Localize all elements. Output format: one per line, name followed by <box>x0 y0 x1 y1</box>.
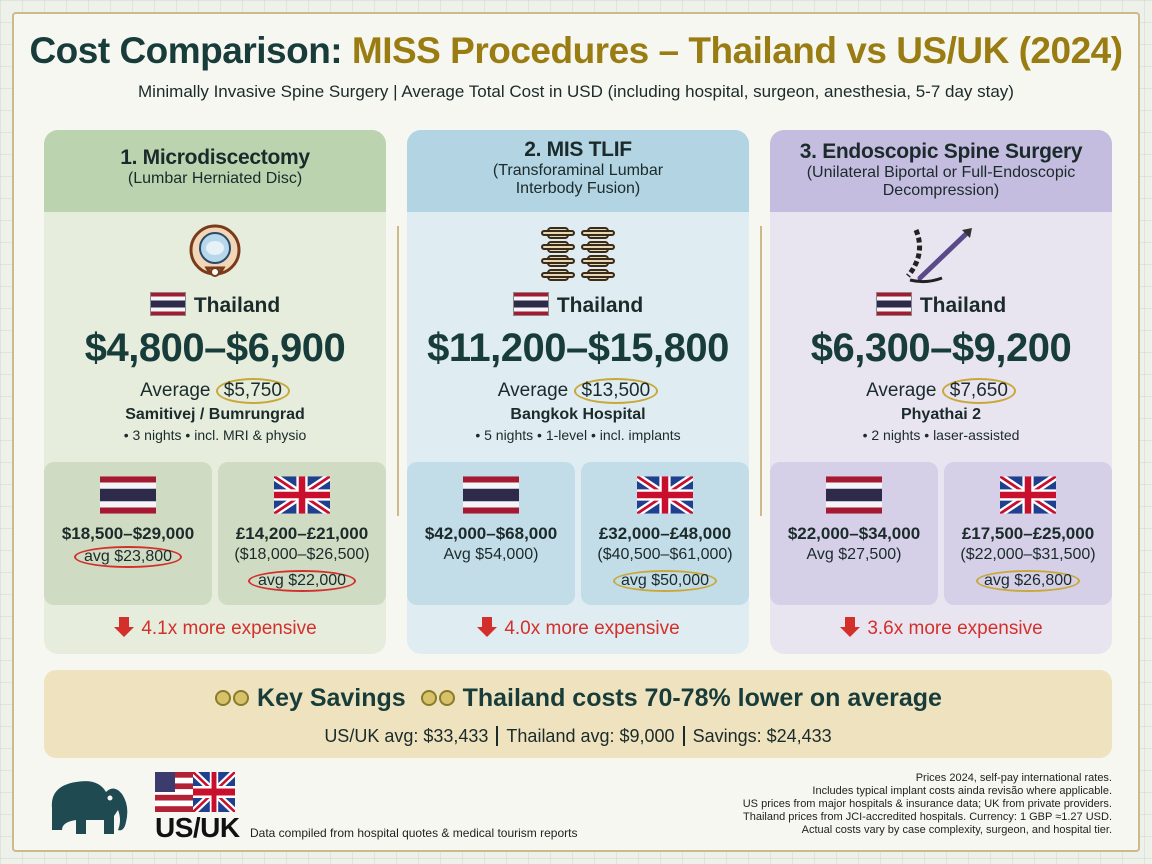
card-subtitle: (Lumbar Herniated Disc) <box>127 170 303 187</box>
uk-usd-range: ($22,000–$31,500) <box>960 546 1096 563</box>
card-header: 2. MIS TLIF (Transforaminal Lumbar Inter… <box>407 130 749 212</box>
uk-avg: avg $22,000 <box>218 570 386 592</box>
us-avg: avg $23,800 <box>44 546 212 568</box>
elephant-icon <box>51 781 128 834</box>
us-cost-box: $18,500–$29,000 avg $23,800 <box>44 462 212 605</box>
hospital-name: Samitivej / Bumrungrad <box>125 406 305 423</box>
coin-icon <box>438 690 455 706</box>
uk-avg: avg $50,000 <box>581 570 749 592</box>
footnote: Thailand prices from JCI-accredited hosp… <box>743 811 1112 823</box>
arrow-down-icon <box>114 617 135 637</box>
average-value: $7,650 <box>941 378 1016 404</box>
uk-flag-icon <box>637 476 693 514</box>
coin-icon <box>420 690 437 706</box>
divider <box>760 226 762 516</box>
uk-cost-box: £32,000–£48,000 ($40,500–$61,000) avg $5… <box>581 462 749 605</box>
uk-avg: avg $26,800 <box>944 570 1112 592</box>
us-uk-flags-icon <box>155 772 235 812</box>
card-subtitle-line2: Decompression) <box>882 182 1000 199</box>
thailand-average: Average $13,500 <box>407 378 749 404</box>
us-cost-box: $22,000–$34,000 Avg $27,500) <box>770 462 938 605</box>
savings-label: Key Savings <box>257 684 406 712</box>
card-microdiscectomy: 1. Microdiscectomy (Lumbar Herniated Dis… <box>44 130 386 654</box>
us-avg: Avg $27,500) <box>806 546 902 563</box>
us-range: $22,000–$34,000 <box>787 524 921 543</box>
hospital-name: Bangkok Hospital <box>510 406 646 423</box>
spine-vertebrae-icon <box>407 224 749 288</box>
footnotes: Prices 2024, self-pay international rate… <box>743 772 1112 837</box>
footnote: US prices from major hospitals & insuran… <box>742 798 1112 810</box>
uk-cost-box: £14,200–£21,000 ($18,000–$26,500) avg $2… <box>218 462 386 605</box>
disc-icon <box>44 224 386 288</box>
uk-usd-range: ($40,500–$61,000) <box>597 546 733 563</box>
key-savings-panel: Key Savings Thailand costs 70-78% lower … <box>44 670 1112 758</box>
us-box-flag-icon <box>100 476 156 514</box>
average-value: $5,750 <box>215 378 290 404</box>
hospital-name: Phyathai 2 <box>900 406 982 423</box>
arrow-down-icon <box>840 617 861 637</box>
footnote: Actual costs vary by case complexity, su… <box>801 824 1112 836</box>
us-uk-average: US/UK avg: $33,433 <box>324 726 489 746</box>
card-title: 1. Microdiscectomy <box>120 146 310 169</box>
hospital-note: • 2 nights • laser-assisted <box>862 427 1020 443</box>
card-header: 1. Microdiscectomy (Lumbar Herniated Dis… <box>44 130 386 212</box>
uk-cost-box: £17,500–£25,000 ($22,000–$31,500) avg $2… <box>944 462 1112 605</box>
thailand-average: Average $5,750 <box>44 378 386 404</box>
thailand-label: Thailand <box>770 292 1112 318</box>
card-subtitle-line1: (Unilateral Biportal or Full-Endoscopic <box>806 164 1076 181</box>
uk-range: £14,200–£21,000 <box>235 524 369 543</box>
uk-range: £17,500–£25,000 <box>961 524 1095 543</box>
us-range: $18,500–$29,000 <box>61 524 195 543</box>
endoscope-icon <box>770 224 1112 288</box>
us-range: $42,000–$68,000 <box>424 524 558 543</box>
arrow-down-icon <box>477 617 498 637</box>
more-expensive: 3.6x more expensive <box>770 616 1112 640</box>
average-value: $13,500 <box>573 378 659 404</box>
us-box-flag-icon <box>826 476 882 514</box>
thailand-flag-icon <box>512 292 549 316</box>
page-title: Cost Comparison: MISS Procedures – Thail… <box>0 30 1152 72</box>
thailand-flag-icon <box>875 292 912 316</box>
footnote: Prices 2024, self-pay international rate… <box>915 772 1112 784</box>
thailand-average: Average $7,650 <box>770 378 1112 404</box>
us-uk-badge: US/UK <box>155 812 240 843</box>
us-box-flag-icon <box>463 476 519 514</box>
coin-icon <box>215 690 232 706</box>
us-avg: Avg $54,000) <box>443 546 539 563</box>
card-endoscopic: 3. Endoscopic Spine Surgery (Unilateral … <box>770 130 1112 654</box>
thailand-flag-icon <box>149 292 186 316</box>
more-expensive: 4.1x more expensive <box>44 616 386 640</box>
footnote: Includes typical implant costs ainda rev… <box>812 785 1112 797</box>
uk-usd-range: ($18,000–$26,500) <box>234 546 370 563</box>
savings-headline-text: Thailand costs 70-78% lower on average <box>462 684 942 712</box>
thailand-price-range: $11,200–$15,800 <box>427 326 729 370</box>
more-expensive: 4.0x more expensive <box>407 616 749 640</box>
data-source-note: Data compiled from hospital quotes & med… <box>250 826 578 840</box>
thailand-label: Thailand <box>44 292 386 318</box>
hospital-note: • 3 nights • incl. MRI & physio <box>123 427 307 443</box>
uk-flag-icon <box>1000 476 1056 514</box>
card-mis-tlif: 2. MIS TLIF (Transforaminal Lumbar Inter… <box>407 130 749 654</box>
card-subtitle-line2: Interbody Fusion) <box>515 180 641 197</box>
card-subtitle-line1: (Transforaminal Lumbar <box>492 162 664 179</box>
us-cost-box: $42,000–$68,000 Avg $54,000) <box>407 462 575 605</box>
card-header: 3. Endoscopic Spine Surgery (Unilateral … <box>770 130 1112 212</box>
savings-value: Savings: $24,433 <box>692 726 832 746</box>
savings-figures: US/UK avg: $33,433 Thailand avg: $9,000 Sa… <box>44 726 1112 747</box>
savings-headline: Key Savings Thailand costs 70-78% lower … <box>44 684 1112 713</box>
thailand-label: Thailand <box>407 292 749 318</box>
thailand-average-total: Thailand avg: $9,000 <box>506 726 675 746</box>
divider <box>397 226 399 516</box>
card-title: 3. Endoscopic Spine Surgery <box>799 140 1083 163</box>
uk-flag-icon <box>274 476 330 514</box>
coin-icon <box>233 690 250 706</box>
thailand-price-range: $4,800–$6,900 <box>84 326 346 370</box>
page-subtitle: Minimally Invasive Spine Surgery | Avera… <box>138 82 1014 101</box>
title-main: Cost Comparison: <box>29 30 352 71</box>
hospital-note: • 5 nights • 1-level • incl. implants <box>475 427 681 443</box>
title-accent: MISS Procedures – Thailand vs US/UK (202… <box>351 30 1123 71</box>
card-title: 2. MIS TLIF <box>524 138 632 161</box>
uk-range: £32,000–£48,000 <box>598 524 732 543</box>
thailand-price-range: $6,300–$9,200 <box>810 326 1072 370</box>
